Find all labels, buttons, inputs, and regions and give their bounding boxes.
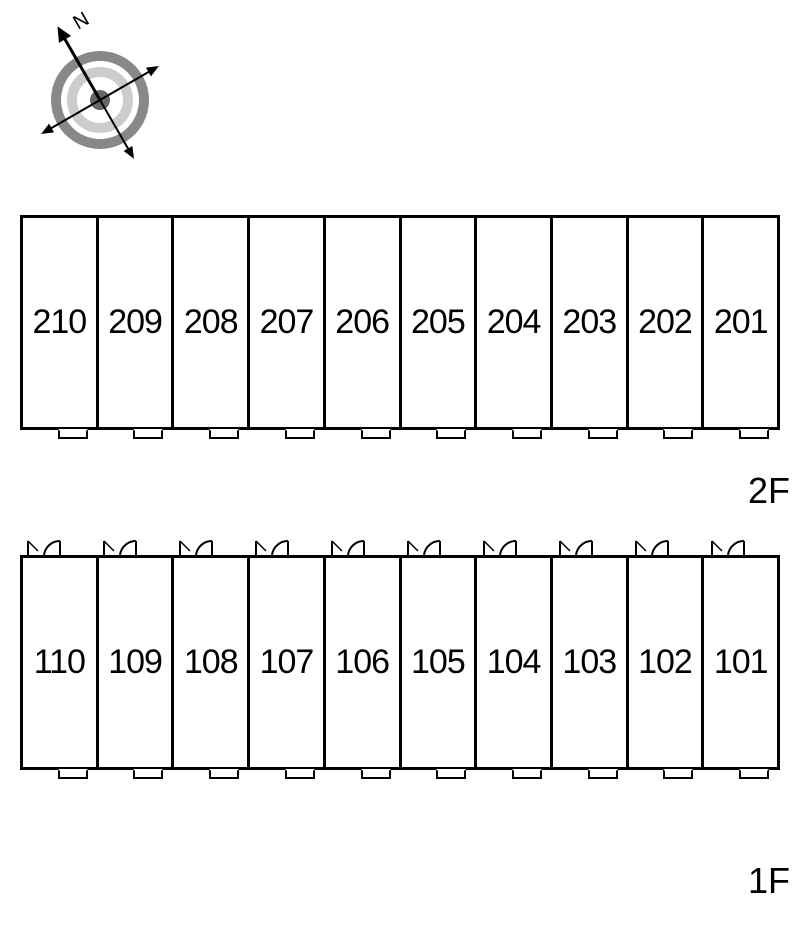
unit-label: 203 (562, 303, 616, 342)
floor-2-row: 210 209 208 207 206 205 204 203 202 201 (20, 215, 780, 430)
door-notch (512, 769, 542, 779)
unit-108: 108 (174, 558, 250, 767)
unit-104: 104 (477, 558, 553, 767)
unit-201: 201 (704, 218, 777, 427)
door-notch (209, 429, 239, 439)
unit-105: 105 (402, 558, 478, 767)
unit-206: 206 (326, 218, 402, 427)
door-notch (663, 769, 693, 779)
floor-1-block: 110 109 108 107 106 105 104 103 102 101 (20, 555, 780, 770)
door-notch (285, 769, 315, 779)
unit-label: 103 (562, 643, 616, 682)
unit-label: 202 (638, 303, 692, 342)
unit-204: 204 (477, 218, 553, 427)
door-notch (361, 769, 391, 779)
unit-210: 210 (23, 218, 99, 427)
door-notch (58, 429, 88, 439)
unit-203: 203 (553, 218, 629, 427)
unit-label: 101 (714, 643, 768, 682)
unit-207: 207 (250, 218, 326, 427)
unit-label: 102 (638, 643, 692, 682)
door-notch (133, 769, 163, 779)
unit-102: 102 (629, 558, 705, 767)
floor-1-row: 110 109 108 107 106 105 104 103 102 101 (20, 555, 780, 770)
floor-2-label: 2F (748, 470, 790, 512)
unit-103: 103 (553, 558, 629, 767)
unit-107: 107 (250, 558, 326, 767)
door-notch (133, 429, 163, 439)
door-notch (361, 429, 391, 439)
unit-208: 208 (174, 218, 250, 427)
door-notch (209, 769, 239, 779)
door-notch (58, 769, 88, 779)
door-notch (512, 429, 542, 439)
unit-label: 105 (411, 643, 465, 682)
unit-106: 106 (326, 558, 402, 767)
unit-label: 206 (335, 303, 389, 342)
unit-label: 109 (108, 643, 162, 682)
door-notch (588, 769, 618, 779)
unit-label: 207 (260, 303, 314, 342)
door-notch (663, 429, 693, 439)
door-notch (436, 769, 466, 779)
unit-209: 209 (99, 218, 175, 427)
door-notch (285, 429, 315, 439)
unit-label: 201 (714, 303, 768, 342)
door-notch (588, 429, 618, 439)
unit-label: 107 (260, 643, 314, 682)
door-notch (739, 429, 769, 439)
unit-label: 209 (108, 303, 162, 342)
floor-1-door-swings (20, 537, 780, 555)
floor-1-label: 1F (748, 860, 790, 902)
unit-label: 204 (487, 303, 541, 342)
unit-label: 106 (335, 643, 389, 682)
unit-202: 202 (629, 218, 705, 427)
unit-109: 109 (99, 558, 175, 767)
unit-205: 205 (402, 218, 478, 427)
compass: N (30, 10, 170, 170)
door-notch (436, 429, 466, 439)
compass-n-label: N (70, 10, 94, 34)
unit-label: 208 (184, 303, 238, 342)
unit-label: 210 (32, 303, 86, 342)
unit-label: 205 (411, 303, 465, 342)
unit-label: 108 (184, 643, 238, 682)
unit-label: 110 (34, 643, 85, 682)
unit-label: 104 (487, 643, 541, 682)
door-notch (739, 769, 769, 779)
unit-110: 110 (23, 558, 99, 767)
unit-101: 101 (704, 558, 777, 767)
floor-2-block: 210 209 208 207 206 205 204 203 202 201 (20, 215, 780, 430)
